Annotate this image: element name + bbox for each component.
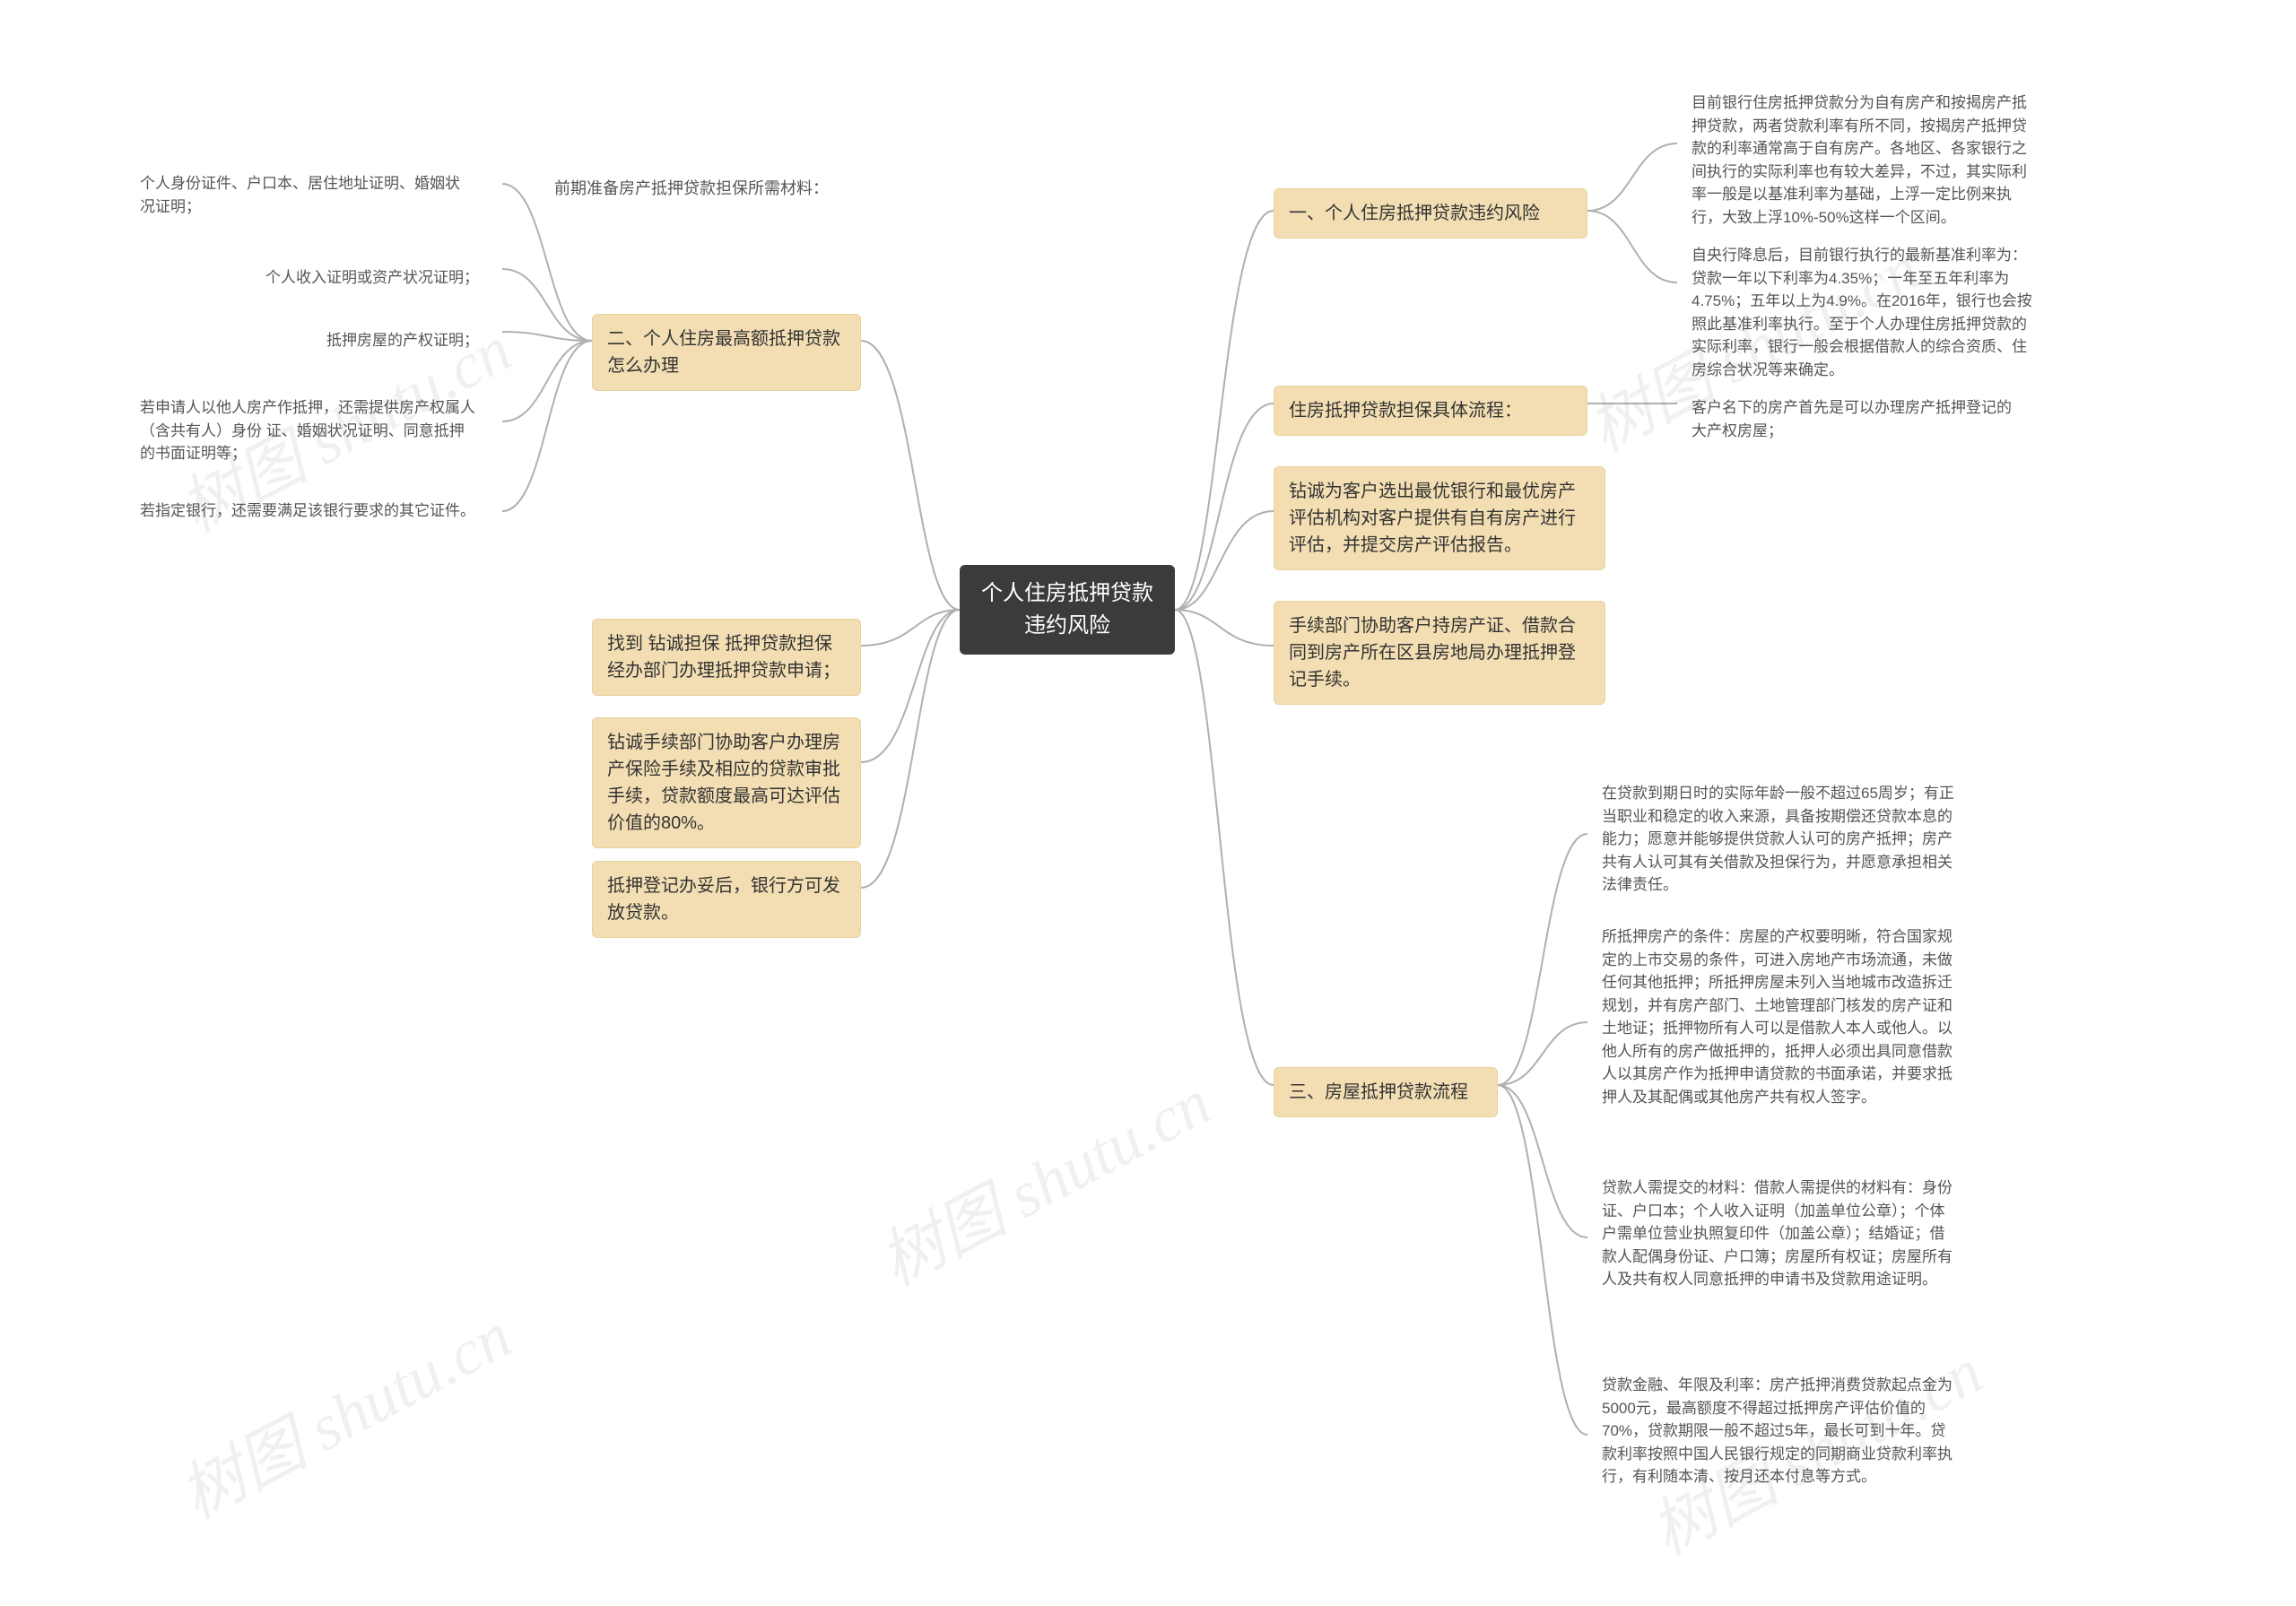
root-node[interactable]: 个人住房抵押贷款违约风险 [960,565,1175,655]
leaf-loan-2: 所抵押房产的条件：房屋的产权要明晰，符合国家规定的上市交易的条件，可进入房地产市… [1587,915,1973,1119]
leaf-process-client: 客户名下的房产首先是可以办理房产抵押登记的大产权房屋； [1677,386,2036,453]
branch-evaluate[interactable]: 钻诚为客户选出最优银行和最优房产评估机构对客户提供有自有房产进行评估，并提交房产… [1274,466,1605,570]
leaf-mat-3: 抵押房屋的产权证明； [296,318,493,363]
leaf-loan-1: 在贷款到期日时的实际年龄一般不超过65周岁；有正当职业和稳定的收入来源，具备按期… [1587,771,1973,907]
branch-insurance[interactable]: 钻诚手续部门协助客户办理房产保险手续及相应的贷款审批手续，贷款额度最高可达评估价… [592,717,861,848]
branch-how-to[interactable]: 二、个人住房最高额抵押贷款怎么办理 [592,314,861,391]
leaf-loan-4: 贷款金融、年限及利率：房产抵押消费贷款起点金为5000元，最高额度不得超过抵押房… [1587,1363,1973,1499]
leaf-mat-4: 若申请人以他人房产作抵押，还需提供房产权属人（含共有人）身份 证、婚姻状况证明、… [126,386,493,476]
mindmap-canvas: 树图 shutu.cn 树图 shutu.cn 树图 shutu.cn 树图 s… [0,0,2296,1606]
leaf-mat-5: 若指定银行，还需要满足该银行要求的其它证件。 [126,489,493,534]
leaf-risk-1: 目前银行住房抵押贷款分为自有房产和按揭房产抵押贷款，两者贷款利率有所不同，按揭房… [1677,81,2054,239]
leaf-risk-2: 自央行降息后，目前银行执行的最新基准利率为：贷款一年以下利率为4.35%；一年至… [1677,233,2054,392]
watermark: 树图 shutu.cn [161,1283,525,1536]
leaf-mat-1: 个人身份证件、户口本、居住地址证明、婚姻状况证明； [126,161,484,229]
leaf-loan-3: 贷款人需提交的材料：借款人需提供的材料有：身份证、户口本；个人收入证明（加盖单位… [1587,1166,1973,1302]
branch-apply[interactable]: 找到 钻诚担保 抵押贷款担保经办部门办理抵押贷款申请； [592,619,861,696]
branch-register[interactable]: 手续部门协助客户持房产证、借款合同到房产所在区县房地局办理抵押登记手续。 [1274,601,1605,705]
branch-loan-process[interactable]: 三、房屋抵押贷款流程 [1274,1067,1498,1117]
branch-process-label[interactable]: 住房抵押贷款担保具体流程： [1274,386,1587,436]
sub-prepare-materials: 前期准备房产抵押贷款担保所需材料： [502,166,843,212]
leaf-mat-2: 个人收入证明或资产状况证明； [242,256,493,300]
watermark: 树图 shutu.cn [860,1050,1224,1303]
branch-risk[interactable]: 一、个人住房抵押贷款违约风险 [1274,188,1587,239]
branch-release[interactable]: 抵押登记办妥后，银行方可发放贷款。 [592,861,861,938]
